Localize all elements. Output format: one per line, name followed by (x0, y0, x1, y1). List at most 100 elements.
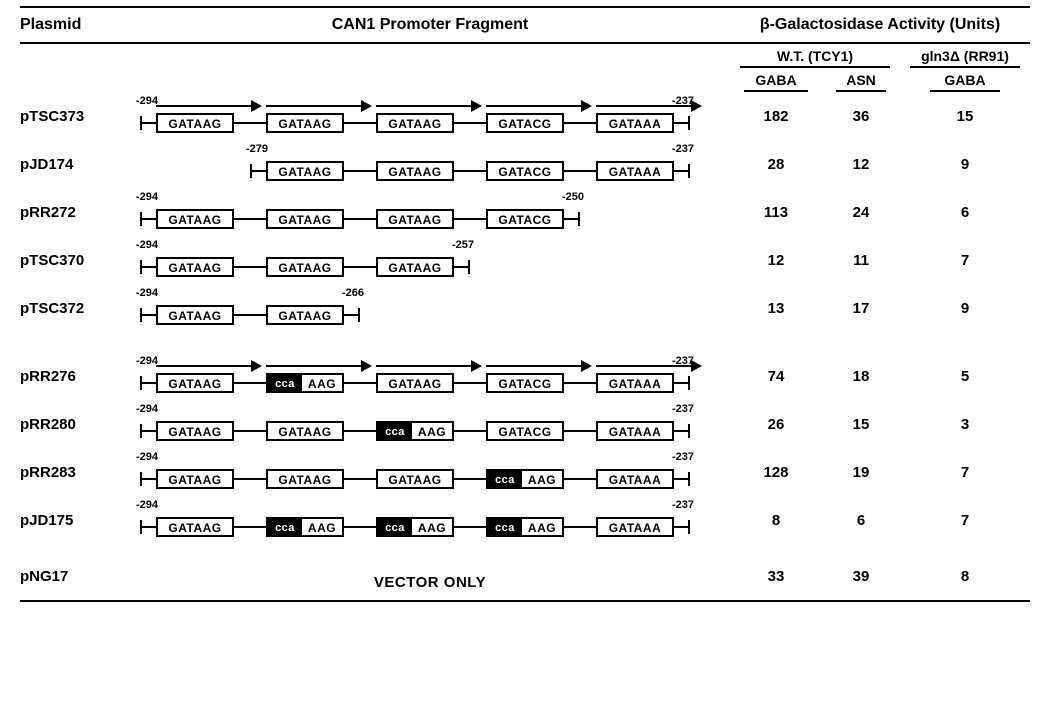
endcap-left (140, 472, 142, 486)
val-gaba2: 7 (900, 512, 1030, 529)
val-asn: 6 (822, 512, 900, 529)
mutant-aag: AAG (302, 519, 342, 535)
val-asn: 15 (822, 416, 900, 433)
val-gaba: 13 (730, 300, 822, 317)
coord-end: -237 (672, 451, 694, 463)
activity-values: 26153 (730, 416, 1030, 433)
mutant-cca: cca (378, 423, 412, 439)
arrow-head-icon (361, 100, 372, 112)
coord-start: -294 (136, 355, 158, 367)
gata-box: GATAAG (156, 209, 234, 229)
gata-box: GATAAG (266, 209, 344, 229)
endcap-right (688, 472, 690, 486)
val-asn: 36 (822, 108, 900, 125)
val-gaba: 182 (730, 108, 822, 125)
mutant-gata-box: ccaAAG (266, 373, 344, 393)
endcap-left (250, 164, 252, 178)
mutant-cca: cca (488, 519, 522, 535)
arrow-line (156, 105, 251, 107)
plasmid-row: pRR280-294-237GATAAGGATAAGccaAAGGATACGGA… (20, 400, 1030, 448)
activity-values: 33398 (730, 568, 1030, 585)
gata-box: GATAAG (266, 305, 344, 325)
vector-only-label: VECTOR ONLY (130, 574, 730, 591)
plasmid-name: pTSC370 (20, 252, 130, 269)
val-gaba: 26 (730, 416, 822, 433)
val-gaba2: 6 (900, 204, 1030, 221)
val-gaba2: 15 (900, 108, 1030, 125)
val-gaba2: 7 (900, 464, 1030, 481)
endcap-left (140, 116, 142, 130)
promoter-diagram: -294-266GATAAGGATAAG (130, 284, 730, 332)
val-gaba: 113 (730, 204, 822, 221)
mutant-gata-box: ccaAAG (376, 421, 454, 441)
coord-start: -294 (136, 239, 158, 251)
gata-box: GATAAG (376, 373, 454, 393)
coord-start: -294 (136, 287, 158, 299)
mutant-gata-box: ccaAAG (486, 469, 564, 489)
mutant-aag: AAG (522, 471, 562, 487)
subheader: W.T. (TCY1) gln3Δ (RR91) GABA ASN GABA (20, 48, 1030, 92)
gata-box: GATAAG (376, 257, 454, 277)
endcap-right (688, 116, 690, 130)
coord-end: -266 (342, 287, 364, 299)
arrow-head-icon (471, 360, 482, 372)
gata-box: GATACG (486, 421, 564, 441)
endcap-right (688, 164, 690, 178)
arrow-line (266, 105, 361, 107)
val-gaba: 74 (730, 368, 822, 385)
arrow-head-icon (251, 100, 262, 112)
mutant-gata-box: ccaAAG (266, 517, 344, 537)
mutant-cca: cca (378, 519, 412, 535)
arrow-head-icon (581, 360, 592, 372)
promoter-diagram: -294-250GATAAGGATAAGGATAAGGATACG (130, 188, 730, 236)
gata-box: GATACG (486, 113, 564, 133)
gata-box: GATAAG (266, 257, 344, 277)
activity-values: 28129 (730, 156, 1030, 173)
mutant-cca: cca (268, 519, 302, 535)
group-gap (20, 332, 1030, 352)
val-asn: 12 (822, 156, 900, 173)
arrow-line (486, 105, 581, 107)
coord-end: -237 (672, 143, 694, 155)
gata-box: GATAAA (596, 517, 674, 537)
plasmid-row: pTSC370-294-257GATAAGGATAAGGATAAG12117 (20, 236, 1030, 284)
promoter-diagram: -294-237GATAAGGATAAGGATAAGGATACGGATAAA (130, 92, 730, 140)
gata-box: GATAAG (156, 257, 234, 277)
gata-box: GATAAA (596, 113, 674, 133)
gata-box: GATACG (486, 373, 564, 393)
mutant-gata-box: ccaAAG (376, 517, 454, 537)
val-asn: 24 (822, 204, 900, 221)
plasmid-row: pRR276-294-237GATAAGccaAAGGATAAGGATACGGA… (20, 352, 1030, 400)
coord-end: -237 (672, 499, 694, 511)
endcap-left (140, 308, 142, 322)
activity-values: 13179 (730, 300, 1030, 317)
promoter-diagram: -294-237GATAAGGATAAGccaAAGGATACGGATAAA (130, 400, 730, 448)
arrow-head-icon (581, 100, 592, 112)
val-gaba2: 9 (900, 156, 1030, 173)
gata-box: GATAAG (376, 469, 454, 489)
val-gaba: 128 (730, 464, 822, 481)
val-asn: 11 (822, 252, 900, 269)
gata-box: GATAAG (376, 113, 454, 133)
activity-values: 113246 (730, 204, 1030, 221)
plasmid-name: pRR276 (20, 368, 130, 385)
gata-box: GATACG (486, 161, 564, 181)
promoter-diagram: -279-237GATAAGGATAAGGATACGGATAAA (130, 140, 730, 188)
source-gaba2: GABA (900, 72, 1030, 88)
strain-wt: W.T. (TCY1) (730, 48, 900, 64)
plasmid-name: pRR283 (20, 464, 130, 481)
val-asn: 39 (822, 568, 900, 585)
gata-box: GATAAG (376, 161, 454, 181)
endcap-right (578, 212, 580, 226)
rows-container: pTSC373-294-237GATAAGGATAAGGATAAGGATACGG… (20, 92, 1030, 600)
header-activity: β-Galactosidase Activity (Units) (730, 16, 1030, 34)
gata-box: GATAAG (266, 469, 344, 489)
promoter-diagram: -294-257GATAAGGATAAGGATAAG (130, 236, 730, 284)
promoter-diagram: -294-237GATAAGccaAAGccaAAGccaAAGGATAAA (130, 496, 730, 544)
gata-box: GATAAG (266, 113, 344, 133)
endcap-left (140, 260, 142, 274)
endcap-left (140, 520, 142, 534)
header-plasmid: Plasmid (20, 16, 130, 34)
arrow-line (376, 365, 471, 367)
val-asn: 19 (822, 464, 900, 481)
